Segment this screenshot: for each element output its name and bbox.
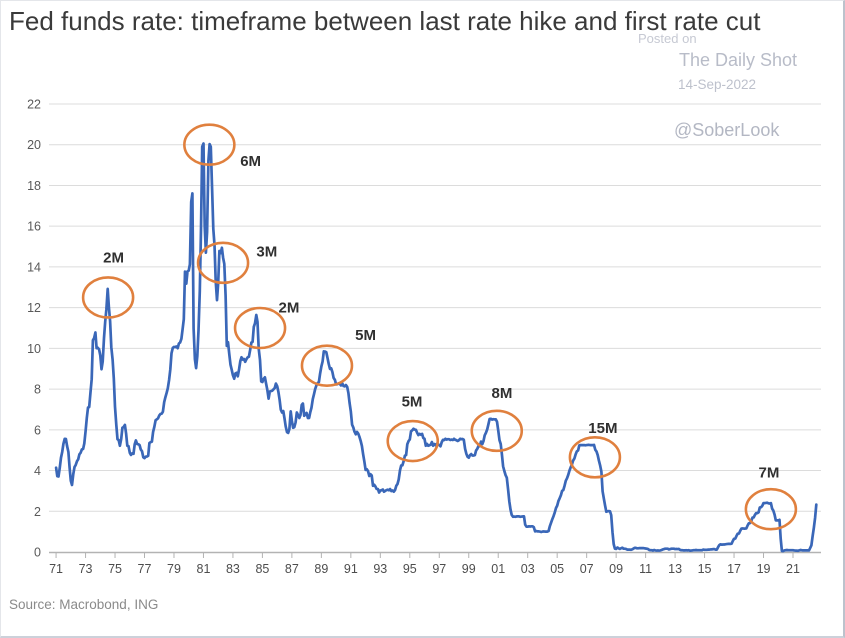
x-tick-label: 05 [550,562,564,576]
y-tick-label: 22 [27,98,41,112]
y-tick-label: 8 [34,383,41,397]
y-tick-label: 20 [27,138,41,152]
annotation-circle [386,419,440,463]
soberlook-handle: @SoberLook [674,120,780,140]
y-tick-label: 2 [34,505,41,519]
x-tick-label: 71 [49,562,63,576]
y-tick-label: 4 [34,464,41,478]
fed-funds-rate-line [54,142,818,553]
source-note: Source: Macrobond, ING [9,597,159,612]
annotation-circle [183,123,236,167]
y-tick-label: 14 [27,260,41,274]
annotation-label: 5M [402,393,423,410]
x-tick-label: 97 [432,562,446,576]
x-tick-label: 99 [462,562,476,576]
x-tick-label: 81 [197,562,211,576]
annotation-circle [233,306,287,350]
x-tick-label: 85 [255,562,269,576]
x-tick-label: 11 [639,562,652,576]
posted-on-label: Posted on [638,31,697,46]
annotation-circle [470,409,524,453]
annotation-label: 8M [491,385,512,402]
x-tick-label: 91 [344,562,358,576]
x-tick-label: 93 [373,562,387,576]
annotation-label: 3M [256,244,277,261]
x-tick-label: 73 [79,562,93,576]
annotation-label: 2M [279,300,300,317]
annotation-label: 2M [103,250,124,267]
x-tick-label: 13 [668,562,682,576]
annotation-circle [196,241,250,285]
posted-date: 14-Sep-2022 [678,77,757,92]
x-tick-label: 77 [138,562,152,576]
y-tick-label: 18 [27,179,41,193]
annotation-label: 15M [588,420,617,437]
x-tick-label: 19 [757,562,771,576]
annotation-circle [568,436,622,479]
x-tick-label: 17 [727,562,741,576]
chart-title: Fed funds rate: timeframe between last r… [9,6,761,36]
annotation-circle [81,276,135,319]
x-tick-label: 95 [403,562,417,576]
annotation-circle [300,344,354,387]
annotation-label: 7M [759,465,780,482]
daily-shot-watermark: The Daily Shot [679,50,798,70]
y-tick-label: 16 [27,220,41,234]
x-tick-label: 21 [786,562,800,576]
x-tick-label: 89 [314,562,328,576]
y-tick-label: 10 [27,342,41,356]
x-tick-label: 15 [698,562,712,576]
x-tick-label: 03 [521,562,535,576]
y-tick-label: 12 [27,301,41,315]
y-tick-label: 0 [34,546,41,560]
annotation-circle [744,487,798,531]
annotation-label: 6M [240,153,261,170]
x-tick-label: 09 [609,562,623,576]
x-tick-label: 79 [167,562,181,576]
x-tick-label: 87 [285,562,299,576]
annotation-label: 5M [355,327,376,344]
x-tick-label: 07 [580,562,594,576]
x-tick-label: 75 [108,562,122,576]
y-tick-label: 6 [34,423,41,437]
x-tick-label: 83 [226,562,240,576]
x-tick-label: 01 [491,562,505,576]
